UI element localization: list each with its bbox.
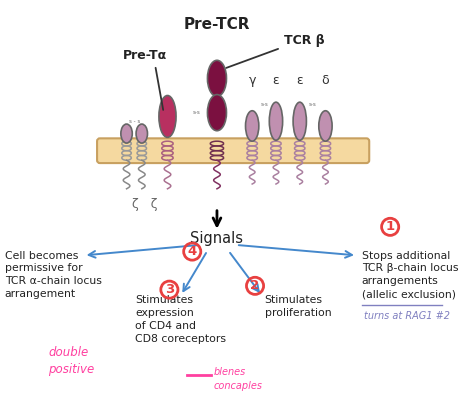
Text: s-s: s-s [309,102,317,106]
Ellipse shape [121,124,132,143]
FancyBboxPatch shape [97,138,369,163]
Text: positive: positive [48,363,94,376]
Text: Stimulates
expression
of CD4 and
CD8 coreceptors: Stimulates expression of CD4 and CD8 cor… [135,295,226,344]
Text: blenes: blenes [213,368,246,377]
Text: Pre-Tα: Pre-Tα [122,49,167,62]
Text: γ: γ [248,74,256,87]
Text: s-s: s-s [192,110,200,115]
Text: δ: δ [322,74,329,87]
Text: 2: 2 [250,279,260,293]
Text: ε: ε [296,74,303,87]
Text: Stops additional
TCR β-chain locus
arrangements
(allelic exclusion): Stops additional TCR β-chain locus arran… [362,251,458,299]
Text: Signals: Signals [191,231,244,246]
Text: turns at RAG1 #2: turns at RAG1 #2 [364,310,449,321]
Text: 1: 1 [386,220,395,233]
Ellipse shape [208,95,227,131]
Ellipse shape [246,111,259,141]
Ellipse shape [159,95,176,137]
Text: ζ   ζ: ζ ζ [132,198,157,211]
Text: Pre-TCR: Pre-TCR [184,18,250,33]
Text: s - s: s - s [128,119,140,124]
Ellipse shape [293,102,306,140]
Text: Cell becomes
permissive for
TCR α-chain locus
arrangement: Cell becomes permissive for TCR α-chain … [5,251,101,299]
Text: 3: 3 [165,283,174,296]
Text: double: double [48,346,89,359]
Text: concaples: concaples [213,381,262,391]
Ellipse shape [136,124,147,143]
Text: s-s: s-s [260,102,268,106]
Text: 4: 4 [188,245,197,258]
Ellipse shape [269,102,283,140]
Text: TCR β: TCR β [283,34,324,47]
Ellipse shape [208,60,227,96]
Text: ε: ε [273,74,279,87]
Ellipse shape [319,111,332,141]
Text: Stimulates
proliferation: Stimulates proliferation [264,295,331,318]
